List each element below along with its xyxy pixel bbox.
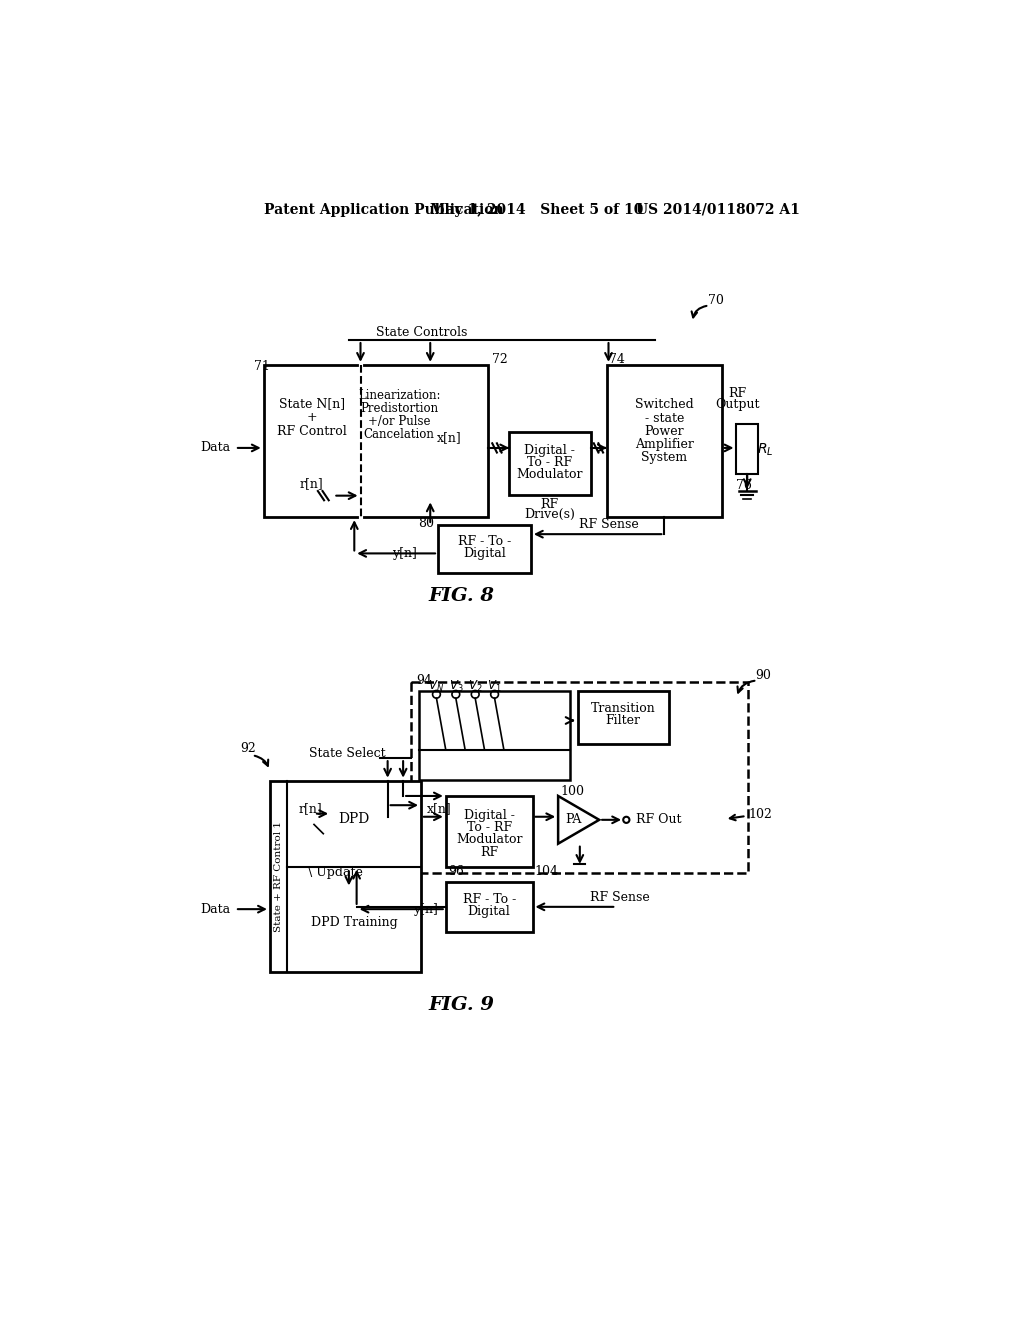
Bar	[445, 882, 532, 932]
Text: RF - To -: RF - To -	[463, 892, 516, 906]
Text: US 2014/0118072 A1: US 2014/0118072 A1	[636, 203, 800, 216]
Text: $V_2$: $V_2$	[468, 678, 482, 694]
Text: 80: 80	[418, 517, 434, 529]
Text: RF Sense: RF Sense	[590, 891, 650, 904]
Bar	[438, 525, 531, 573]
Text: Data: Data	[200, 903, 230, 916]
Text: Digital -: Digital -	[464, 809, 515, 822]
Bar	[411, 682, 748, 873]
Text: RF - To -: RF - To -	[458, 535, 511, 548]
Text: +/or Pulse: +/or Pulse	[368, 416, 430, 428]
Text: PA: PA	[565, 813, 582, 826]
Text: Linearization:: Linearization:	[358, 389, 440, 403]
Text: RF: RF	[541, 499, 559, 511]
Text: 76: 76	[736, 479, 753, 492]
Text: May 1, 2014   Sheet 5 of 10: May 1, 2014 Sheet 5 of 10	[430, 203, 644, 216]
Text: RF Out: RF Out	[636, 813, 682, 826]
Bar	[607, 364, 722, 517]
Text: State Select: State Select	[309, 747, 386, 760]
Text: RF: RF	[480, 846, 499, 859]
Text: 104: 104	[535, 865, 558, 878]
Text: 100: 100	[560, 785, 585, 797]
Text: Digital -: Digital -	[524, 444, 575, 457]
Text: 90: 90	[756, 669, 772, 682]
Text: To - RF: To - RF	[467, 821, 512, 834]
Text: RF Control: RF Control	[276, 425, 346, 438]
Text: $V_N$: $V_N$	[428, 678, 444, 694]
Text: Modulator: Modulator	[456, 833, 522, 846]
Text: $R_L$: $R_L$	[757, 441, 773, 458]
Text: Patent Application Publication: Patent Application Publication	[263, 203, 503, 216]
Text: 71: 71	[254, 360, 270, 372]
Text: Amplifier: Amplifier	[635, 438, 693, 451]
Text: FIG. 9: FIG. 9	[428, 997, 495, 1014]
Text: Predistortion: Predistortion	[360, 403, 438, 416]
Text: y[n]: y[n]	[392, 546, 417, 560]
Text: RF Sense: RF Sense	[579, 519, 638, 532]
Text: r[n]: r[n]	[299, 803, 323, 816]
Text: Transition: Transition	[591, 702, 655, 714]
Text: Modulator: Modulator	[516, 469, 583, 482]
Text: 92: 92	[241, 742, 256, 755]
Text: 70: 70	[708, 294, 724, 308]
Text: To - RF: To - RF	[527, 455, 572, 469]
Text: Digital: Digital	[463, 546, 506, 560]
Text: - state: - state	[645, 412, 684, 425]
Bar	[736, 424, 758, 474]
Text: Filter: Filter	[606, 714, 641, 727]
Text: State + RF Control 1: State + RF Control 1	[273, 821, 283, 932]
Text: 102: 102	[748, 808, 772, 821]
Bar	[419, 692, 569, 780]
Bar	[509, 432, 591, 495]
Text: 72: 72	[493, 352, 508, 366]
Bar	[270, 780, 421, 972]
Text: FIG. 8: FIG. 8	[428, 587, 495, 605]
Text: Data: Data	[200, 441, 230, 454]
Text: RF: RF	[728, 387, 746, 400]
Text: \ Update: \ Update	[308, 866, 362, 879]
Bar	[263, 364, 488, 517]
Text: $V_1$: $V_1$	[487, 678, 502, 694]
Text: Power: Power	[644, 425, 684, 438]
Text: +: +	[306, 412, 317, 425]
Bar	[445, 796, 532, 867]
Text: Digital: Digital	[468, 906, 511, 917]
Text: 74: 74	[609, 352, 625, 366]
Text: y[n]: y[n]	[413, 903, 438, 916]
Text: Drive(s): Drive(s)	[524, 508, 575, 521]
Text: $V_3$: $V_3$	[449, 678, 463, 694]
Text: Output: Output	[715, 399, 760, 412]
Text: State N[n]: State N[n]	[279, 397, 345, 409]
Text: 96: 96	[449, 865, 464, 878]
Text: System: System	[641, 451, 687, 465]
Text: DPD: DPD	[339, 812, 370, 826]
Text: x[n]: x[n]	[436, 430, 461, 444]
Bar	[578, 692, 669, 743]
Text: Switched: Switched	[635, 399, 693, 412]
Text: 94: 94	[417, 675, 432, 686]
Text: r[n]: r[n]	[300, 477, 324, 490]
Text: Cancelation: Cancelation	[364, 428, 434, 441]
Text: DPD Training: DPD Training	[311, 916, 397, 929]
Text: State Controls: State Controls	[376, 326, 467, 339]
Text: x[n]: x[n]	[426, 803, 452, 816]
